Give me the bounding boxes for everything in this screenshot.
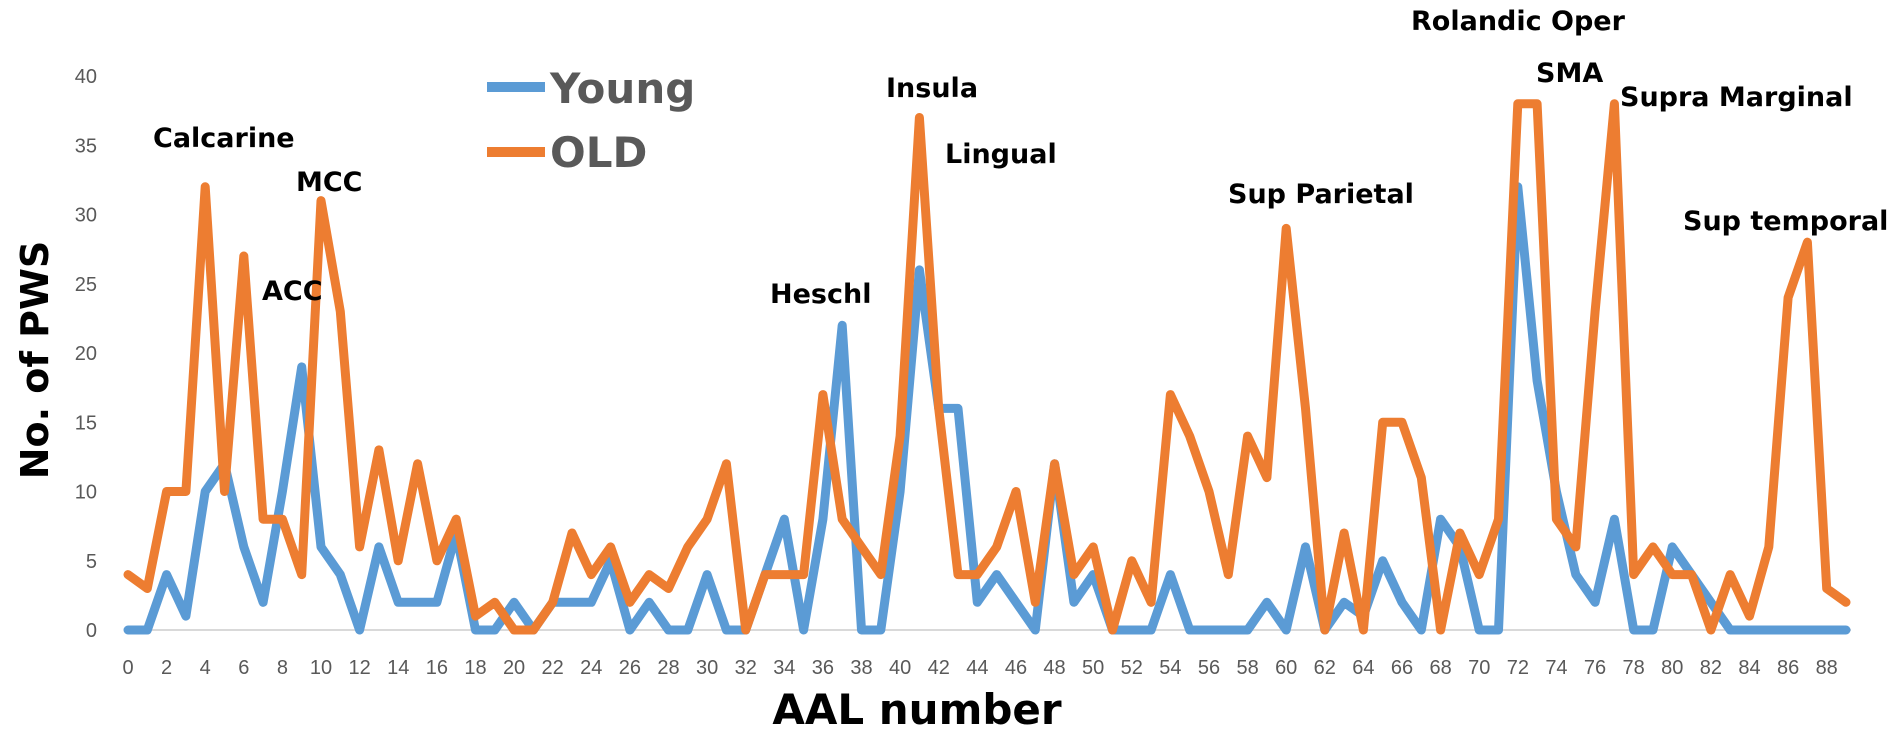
x-tick-label: 66 xyxy=(1391,657,1413,679)
x-tick-label: 2 xyxy=(161,657,172,679)
x-tick-label: 54 xyxy=(1159,657,1181,679)
x-tick-label: 88 xyxy=(1816,657,1838,679)
x-tick-label: 32 xyxy=(735,657,757,679)
x-tick-label: 14 xyxy=(387,657,409,679)
annotation-label: Lingual xyxy=(945,139,1057,170)
x-tick-label: 20 xyxy=(503,657,525,679)
x-tick-label: 80 xyxy=(1661,657,1683,679)
x-axis-title: AAL number xyxy=(772,685,1062,734)
x-tick-label: 28 xyxy=(657,657,679,679)
x-tick-label: 8 xyxy=(277,657,288,679)
x-tick-label: 36 xyxy=(812,657,834,679)
x-tick-label: 64 xyxy=(1352,657,1374,679)
x-tick-labels: 0 2 4 6 8 10 12 14 16 18 20 22 24 26 28 30 32 34 36 38 40 42 4… xyxy=(122,657,1837,679)
x-tick-label: 72 xyxy=(1507,657,1529,679)
annotation-label: MCC xyxy=(296,167,363,198)
x-tick-label: 50 xyxy=(1082,657,1104,679)
y-tick-label: 5 xyxy=(86,551,97,573)
series-lines xyxy=(123,99,1851,635)
x-tick-label: 48 xyxy=(1043,657,1065,679)
y-tick-label: 40 xyxy=(75,66,97,88)
x-tick-label: 0 xyxy=(122,657,133,679)
annotation-label: Supra Marginal xyxy=(1620,82,1853,113)
x-tick-label: 70 xyxy=(1468,657,1490,679)
legend-label-old: OLD xyxy=(550,128,647,177)
x-tick-label: 16 xyxy=(426,657,448,679)
y-axis-title: No. of PWS xyxy=(13,241,57,480)
y-tick-label: 30 xyxy=(75,205,97,227)
x-tick-label: 38 xyxy=(850,657,872,679)
x-tick-label: 18 xyxy=(464,657,486,679)
y-tick-label: 0 xyxy=(86,620,97,642)
x-tick-label: 42 xyxy=(928,657,950,679)
x-tick-label: 56 xyxy=(1198,657,1220,679)
x-tick-label: 76 xyxy=(1584,657,1606,679)
annotation-label: Sup Parietal xyxy=(1228,179,1414,210)
x-tick-label: 68 xyxy=(1430,657,1452,679)
x-tick-label: 78 xyxy=(1623,657,1645,679)
annotation-label: ACC xyxy=(262,276,323,307)
x-tick-label: 84 xyxy=(1738,657,1760,679)
x-tick-label: 12 xyxy=(349,657,371,679)
x-tick-label: 60 xyxy=(1275,657,1297,679)
annotation-label: Sup temporal xyxy=(1683,206,1888,237)
x-tick-label: 58 xyxy=(1236,657,1258,679)
annotation-label: Insula xyxy=(886,73,978,104)
x-tick-label: 44 xyxy=(966,657,988,679)
x-tick-label: 46 xyxy=(1005,657,1027,679)
x-tick-label: 86 xyxy=(1777,657,1799,679)
y-tick-label: 20 xyxy=(75,343,97,365)
x-tick-label: 62 xyxy=(1314,657,1336,679)
x-tick-label: 34 xyxy=(773,657,795,679)
x-tick-label: 24 xyxy=(580,657,602,679)
x-tick-label: 22 xyxy=(542,657,564,679)
y-tick-label: 35 xyxy=(75,135,97,157)
legend-label-young: Young xyxy=(549,64,695,113)
legend: Young OLD xyxy=(487,64,695,177)
annotation-label: SMA xyxy=(1536,58,1603,89)
y-tick-label: 25 xyxy=(75,274,97,296)
x-tick-label: 40 xyxy=(889,657,911,679)
series-line-old xyxy=(123,99,1851,635)
x-tick-label: 30 xyxy=(696,657,718,679)
peak-annotations: Calcarine ACC MCC Heschl Insula Lingual Sup Pa… xyxy=(153,6,1888,310)
annotation-label: Rolandic Oper xyxy=(1411,6,1626,37)
annotation-label: Heschl xyxy=(770,279,871,310)
y-tick-label: 15 xyxy=(75,412,97,434)
y-tick-label: 10 xyxy=(75,482,97,504)
x-tick-label: 26 xyxy=(619,657,641,679)
x-tick-label: 10 xyxy=(310,657,332,679)
y-tick-labels: 0 5 10 15 20 25 30 35 40 xyxy=(75,66,97,642)
x-tick-label: 6 xyxy=(238,657,249,679)
x-tick-label: 74 xyxy=(1545,657,1567,679)
x-tick-label: 52 xyxy=(1121,657,1143,679)
x-tick-label: 4 xyxy=(200,657,211,679)
annotation-label: Calcarine xyxy=(153,123,295,154)
x-tick-label: 82 xyxy=(1700,657,1722,679)
